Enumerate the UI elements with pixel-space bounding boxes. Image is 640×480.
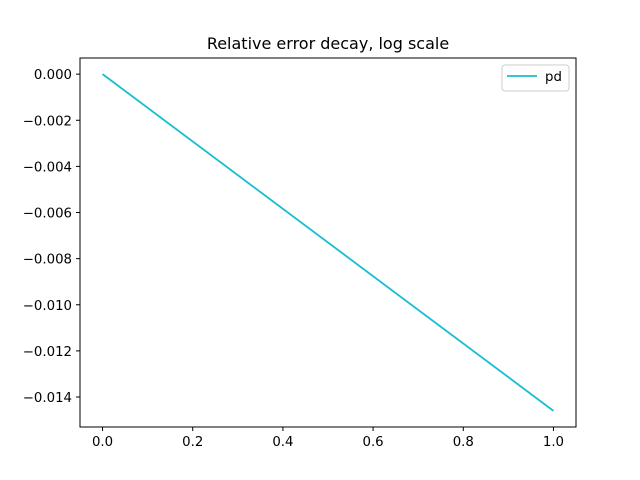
y-tick-label: −0.014 xyxy=(23,391,72,406)
plot-area xyxy=(102,73,554,412)
x-tick-label: 0.0 xyxy=(92,435,113,450)
x-tick-label: 1.0 xyxy=(543,435,564,450)
x-axis: 0.0 0.2 0.4 0.6 0.8 1.0 xyxy=(92,427,564,450)
y-tick-label: −0.004 xyxy=(23,160,72,175)
series-line-pd xyxy=(102,73,554,412)
y-tick-label: −0.010 xyxy=(23,299,72,314)
x-tick-label: 0.2 xyxy=(182,435,203,450)
y-tick-label: −0.008 xyxy=(23,253,72,268)
y-tick-label: −0.012 xyxy=(23,345,72,360)
x-tick-label: 0.8 xyxy=(453,435,474,450)
legend-box xyxy=(501,64,570,92)
legend: pd xyxy=(501,64,570,92)
x-tick-label: 0.6 xyxy=(363,435,384,450)
y-tick-label: −0.006 xyxy=(23,207,72,222)
x-tick-label: 0.4 xyxy=(272,435,293,450)
axes-frame xyxy=(79,57,577,428)
y-axis: 0.000 −0.002 −0.004 −0.006 −0.008 −0.010 −0.01… xyxy=(23,68,80,406)
legend-label: pd xyxy=(545,70,562,85)
y-tick-label: 0.000 xyxy=(34,68,72,83)
chart-title: Relative error decay, log scale xyxy=(207,34,449,53)
y-tick-label: −0.002 xyxy=(23,114,72,129)
